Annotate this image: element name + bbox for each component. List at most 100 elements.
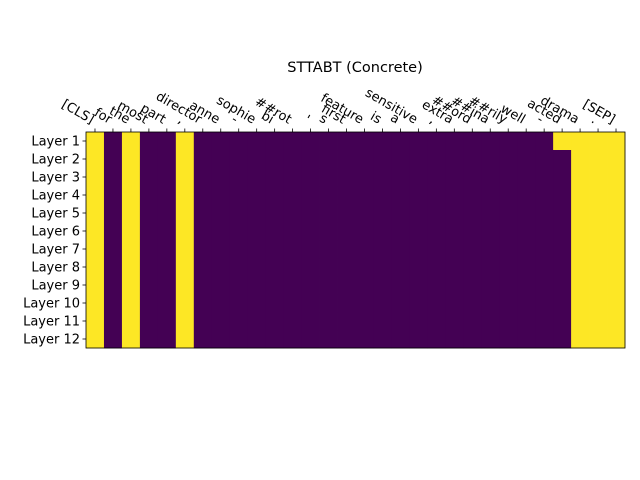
heatmap-cell [355, 330, 374, 349]
heatmap-cell [553, 312, 572, 331]
heatmap-cell [571, 186, 590, 205]
heatmap-cell [499, 294, 518, 313]
heatmap-cell [193, 132, 213, 151]
heatmap-cell [301, 204, 320, 223]
heatmap-cell [283, 222, 302, 241]
heatmap-cell [86, 132, 105, 151]
heatmap-cell [283, 258, 302, 277]
heatmap-cell [121, 222, 141, 241]
heatmap-cell [86, 312, 105, 331]
heatmap-cell [121, 186, 141, 205]
heatmap-cell [355, 294, 374, 313]
heatmap-cell [553, 240, 572, 259]
heatmap-cell [517, 240, 536, 259]
heatmap-cell [229, 276, 249, 295]
heatmap-cell [103, 276, 123, 295]
heatmap-cell [553, 276, 572, 295]
heatmap-cell [247, 204, 267, 223]
chart-title: STTABT (Concrete) [287, 60, 423, 76]
heatmap-cell [211, 312, 231, 331]
heatmap-cell [157, 222, 177, 241]
heatmap-cell [409, 150, 428, 169]
heatmap-cell [463, 222, 482, 241]
heatmap-cell [211, 222, 231, 241]
heatmap-cell [121, 240, 141, 259]
heatmap-cell [535, 312, 554, 331]
heatmap-cell [355, 168, 374, 187]
heatmap-cell [445, 204, 464, 223]
heatmap-cell [157, 186, 177, 205]
heatmap-cell [103, 150, 123, 169]
heatmap-cell [445, 276, 464, 295]
heatmap-cell [139, 240, 159, 259]
heatmap-cell [373, 186, 392, 205]
heatmap-cell [427, 258, 446, 277]
heatmap-cell [463, 204, 482, 223]
plot-frame [85, 131, 626, 349]
heatmap-cell [517, 258, 536, 277]
y-tick-label: Layer 7 [31, 243, 80, 258]
heatmap-cell [589, 222, 608, 241]
heatmap-cell [175, 240, 195, 259]
heatmap-cell [373, 168, 392, 187]
heatmap-cell [427, 276, 446, 295]
heatmap-cell [157, 168, 177, 187]
heatmap-cell [265, 186, 285, 205]
heatmap-cell [355, 204, 374, 223]
heatmap-cell [139, 204, 159, 223]
heatmap-cell [157, 294, 177, 313]
heatmap-cell [103, 186, 123, 205]
heatmap-cell [445, 132, 464, 151]
heatmap-cell [517, 204, 536, 223]
heatmap-cell [499, 132, 518, 151]
heatmap-cell [229, 258, 249, 277]
heatmap-cell [607, 150, 626, 169]
heatmap-cell [499, 186, 518, 205]
heatmap-cell [589, 132, 608, 151]
heatmap-cell [193, 312, 213, 331]
x-tick-label: [SEP] [580, 97, 617, 127]
heatmap-cell [427, 186, 446, 205]
heatmap-cell [175, 150, 195, 169]
heatmap-cell [337, 330, 356, 349]
heatmap-cell [175, 222, 195, 241]
heatmap-cell [121, 312, 141, 331]
heatmap-cell [337, 150, 356, 169]
y-tick-label: Layer 4 [31, 189, 80, 204]
y-tick-label: Layer 5 [31, 207, 80, 222]
heatmap-cell [86, 204, 105, 223]
heatmap-cell [409, 222, 428, 241]
heatmap-cell [247, 168, 267, 187]
heatmap-cell [445, 294, 464, 313]
heatmap-cell [589, 186, 608, 205]
heatmap-cell [427, 294, 446, 313]
heatmap-cell [175, 132, 195, 151]
heatmap-cell [157, 204, 177, 223]
heatmap-cell [265, 312, 285, 331]
heatmap-cells [86, 132, 626, 349]
heatmap-cell [499, 312, 518, 331]
heatmap-cell [535, 186, 554, 205]
heatmap-cell [391, 132, 410, 151]
heatmap-cell [247, 330, 267, 349]
heatmap-cell [175, 204, 195, 223]
heatmap-cell [535, 132, 554, 151]
heatmap-cell [409, 168, 428, 187]
heatmap-cell [175, 294, 195, 313]
heatmap-cell [121, 204, 141, 223]
heatmap-cell [373, 312, 392, 331]
heatmap-cell [229, 222, 249, 241]
heatmap-cell [589, 150, 608, 169]
heatmap-cell [211, 330, 231, 349]
heatmap-cell [211, 132, 231, 151]
heatmap-cell [319, 132, 338, 151]
heatmap-cell [499, 168, 518, 187]
x-tick-label: is [367, 109, 384, 127]
heatmap-cell [301, 222, 320, 241]
heatmap-cell [319, 204, 338, 223]
heatmap-cell [463, 276, 482, 295]
heatmap-cell [139, 168, 159, 187]
heatmap-cell [86, 240, 105, 259]
heatmap-cell [86, 258, 105, 277]
